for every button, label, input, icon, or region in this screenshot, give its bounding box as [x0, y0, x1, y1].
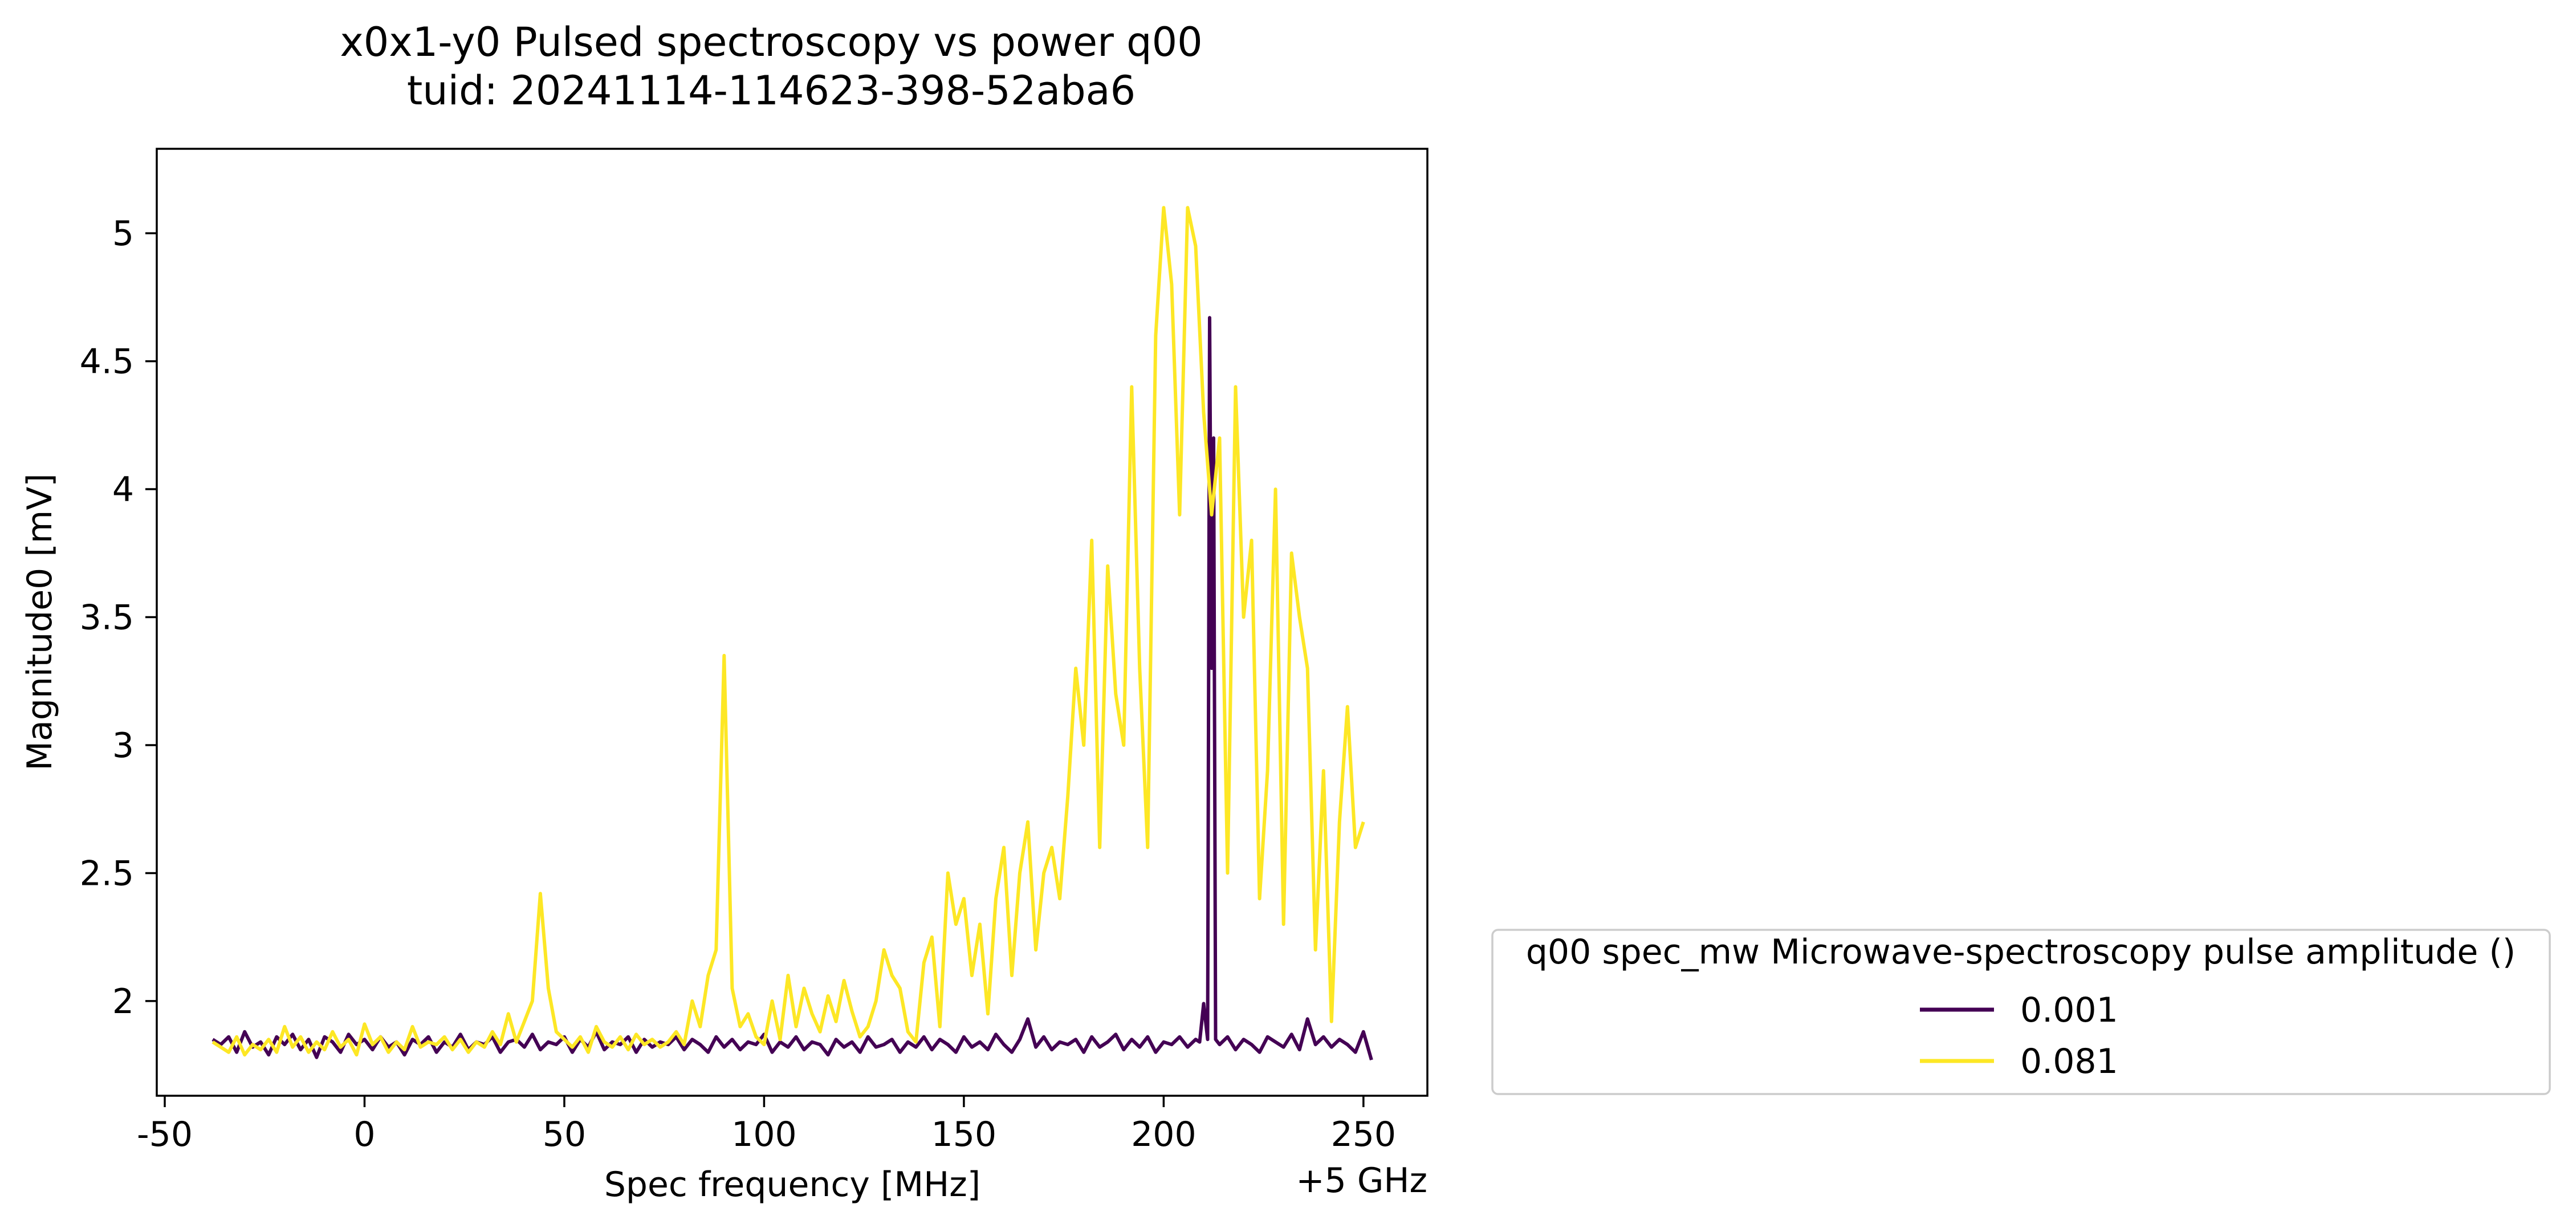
y-tick-label: 4.5 [80, 342, 134, 382]
x-offset-label: +5 GHz [1296, 1161, 1427, 1201]
y-tick-label: 2 [112, 982, 134, 1022]
y-tick-label: 3 [112, 726, 134, 766]
y-tick-label: 4 [112, 470, 134, 510]
legend-frame [1491, 929, 2551, 1095]
x-axis-ticks: -50 0 50 100 150 200 250 [137, 1096, 1396, 1154]
y-axis-label: Magnitude0 [mV] [20, 473, 60, 770]
y-axis-ticks: 2 2.5 3 3.5 4 4.5 5 [80, 214, 157, 1022]
x-tick-label: 100 [731, 1115, 797, 1154]
series-layer [211, 206, 1373, 1061]
y-tick-label: 2.5 [80, 853, 134, 893]
x-tick-label: 50 [543, 1115, 586, 1154]
x-tick-label: -50 [137, 1115, 193, 1154]
chart-subtitle: tuid: 20241114-114623-398-52aba6 [407, 67, 1136, 114]
x-axis-label: Spec frequency [MHz] [604, 1165, 980, 1205]
legend: q00 spec_mw Microwave-spectroscopy pulse… [1491, 929, 2551, 1095]
y-tick-label: 5 [112, 214, 134, 254]
legend-label-0001: 0.001 [2020, 990, 2118, 1030]
x-tick-label: 0 [353, 1115, 375, 1154]
y-tick-label: 3.5 [80, 598, 134, 638]
series-line-0081 [211, 206, 1365, 1057]
x-tick-label: 200 [1131, 1115, 1197, 1154]
legend-title: q00 spec_mw Microwave-spectroscopy pulse… [1526, 932, 2516, 972]
x-tick-label: 250 [1331, 1115, 1397, 1154]
legend-label-0081: 0.081 [2020, 1042, 2118, 1081]
chart-title: x0x1-y0 Pulsed spectroscopy vs power q00 [340, 19, 1202, 66]
x-tick-label: 150 [931, 1115, 997, 1154]
plot-frame [156, 148, 1429, 1097]
series-line-0001 [211, 316, 1373, 1061]
